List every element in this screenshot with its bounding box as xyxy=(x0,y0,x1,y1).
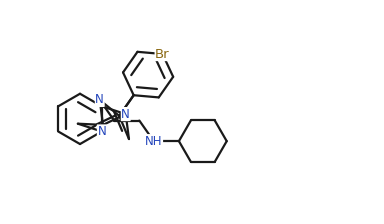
Text: Br: Br xyxy=(155,47,170,60)
Text: N: N xyxy=(95,93,104,106)
Text: N: N xyxy=(121,108,130,121)
Text: N: N xyxy=(98,125,106,138)
Text: NH: NH xyxy=(145,135,162,148)
